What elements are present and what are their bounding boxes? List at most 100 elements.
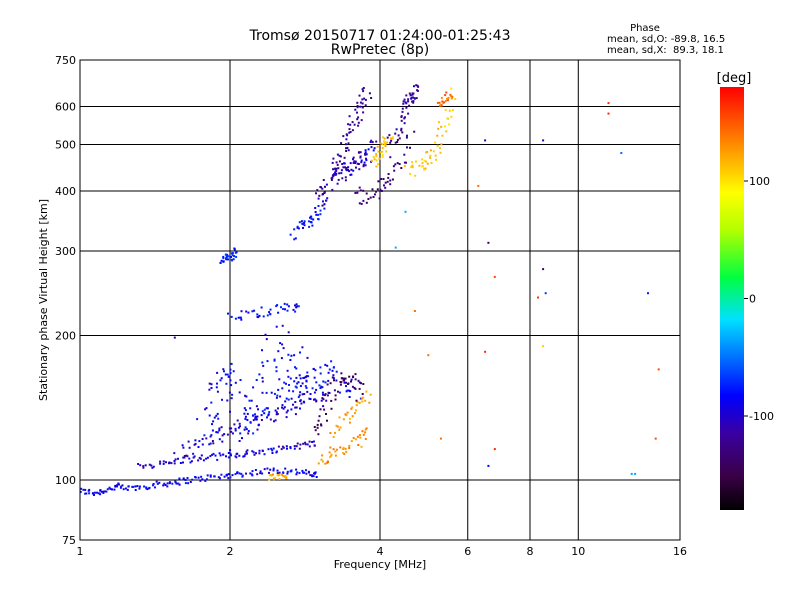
data-point — [155, 480, 158, 483]
data-point — [386, 180, 389, 183]
data-point — [321, 397, 324, 400]
data-point — [210, 434, 213, 437]
data-point — [192, 456, 195, 459]
data-point — [222, 255, 225, 258]
data-point — [184, 482, 187, 485]
data-point — [298, 394, 301, 397]
data-point — [201, 443, 204, 446]
data-point — [436, 134, 439, 137]
data-point — [314, 207, 317, 209]
data-point — [350, 380, 352, 383]
data-point — [287, 331, 290, 334]
data-point — [413, 310, 416, 312]
data-point — [258, 449, 261, 452]
data-point — [257, 316, 260, 319]
data-point — [542, 345, 545, 348]
data-point — [405, 136, 408, 139]
data-point — [256, 313, 259, 316]
data-point — [333, 379, 335, 382]
data-point — [229, 476, 232, 479]
data-point — [349, 421, 351, 424]
data-point — [282, 308, 285, 310]
data-point — [331, 161, 334, 164]
data-point — [162, 462, 165, 465]
data-point — [323, 192, 326, 194]
data-point — [395, 128, 398, 131]
data-point — [344, 447, 347, 450]
data-point — [362, 189, 365, 192]
data-point — [277, 407, 279, 410]
data-point — [362, 433, 365, 436]
data-point — [441, 100, 444, 103]
data-point — [263, 468, 266, 471]
data-point — [318, 415, 321, 418]
data-point — [272, 467, 275, 470]
data-point — [389, 179, 392, 182]
data-point — [295, 376, 298, 379]
data-point — [390, 137, 393, 140]
data-point — [336, 153, 339, 156]
data-point — [447, 96, 450, 99]
data-point — [393, 169, 396, 172]
data-point — [171, 482, 174, 485]
data-point — [308, 471, 310, 474]
data-point — [325, 399, 328, 402]
data-point — [275, 366, 278, 369]
data-point — [403, 117, 406, 120]
data-point — [319, 209, 322, 212]
data-point — [381, 146, 384, 149]
data-point — [244, 415, 247, 418]
data-point — [295, 473, 298, 476]
data-point — [221, 440, 224, 443]
data-point — [370, 139, 373, 142]
data-point — [391, 136, 394, 139]
data-point — [437, 121, 440, 124]
data-point — [268, 478, 271, 481]
data-point — [142, 465, 145, 468]
data-point — [338, 428, 341, 431]
y-tick-label: 200 — [55, 330, 76, 343]
data-point — [446, 99, 449, 102]
data-point — [434, 154, 437, 157]
data-point — [537, 296, 539, 299]
data-point — [286, 470, 289, 473]
data-point — [245, 450, 248, 453]
data-point — [221, 434, 224, 437]
colorbar-gradient — [720, 87, 744, 510]
data-point — [201, 478, 204, 481]
data-point — [184, 479, 187, 481]
data-point — [243, 407, 246, 410]
data-point — [353, 160, 356, 163]
data-point — [177, 482, 180, 485]
data-point — [347, 382, 350, 385]
data-point — [335, 448, 338, 451]
data-point — [324, 185, 326, 188]
data-point — [272, 473, 274, 476]
data-point — [345, 385, 347, 388]
data-point — [297, 381, 300, 384]
data-point — [361, 102, 364, 105]
data-point — [345, 133, 348, 136]
data-point — [268, 411, 271, 414]
data-point — [325, 413, 327, 415]
data-point — [258, 452, 261, 455]
data-point — [217, 476, 220, 479]
data-point — [356, 401, 359, 404]
data-point — [407, 98, 410, 101]
data-point — [374, 193, 376, 196]
data-point — [487, 241, 490, 244]
data-point — [272, 478, 275, 481]
data-point — [406, 134, 408, 137]
data-point — [278, 474, 281, 477]
data-point — [239, 379, 242, 381]
data-point — [412, 100, 415, 103]
data-point — [406, 146, 408, 149]
data-point — [228, 427, 231, 430]
data-point — [246, 412, 249, 415]
data-point — [279, 395, 282, 398]
data-point — [412, 101, 415, 104]
data-point — [430, 162, 433, 164]
data-point — [269, 468, 272, 471]
data-point — [306, 443, 309, 446]
data-point — [331, 176, 334, 179]
